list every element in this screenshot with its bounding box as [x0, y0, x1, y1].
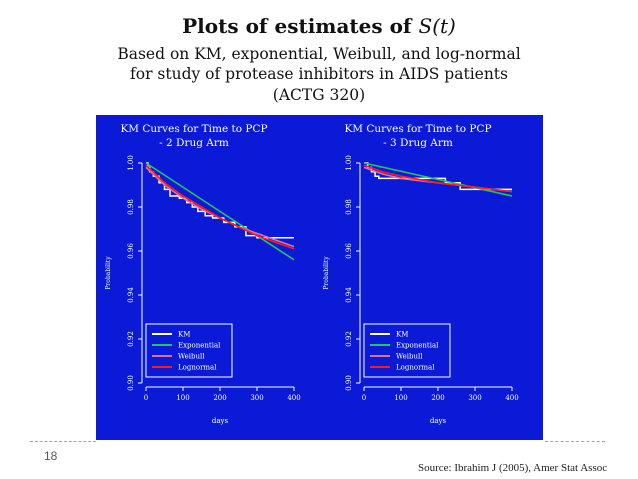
y-tick-label: 1.00 — [127, 155, 135, 171]
series-km — [146, 162, 294, 239]
x-axis-label: days — [212, 417, 229, 425]
x-tick-label: 300 — [250, 394, 263, 402]
series-exponential — [363, 162, 513, 197]
math-s-of-t: S(t) — [418, 14, 456, 38]
legend-box — [145, 323, 233, 378]
footer-divider-right — [545, 441, 605, 442]
x-tick-label: 0 — [144, 394, 148, 402]
page-number: 18 — [44, 449, 58, 463]
y-tick-label: 0.94 — [127, 287, 135, 303]
x-tick-label: 100 — [394, 394, 407, 402]
x-tick-label: 200 — [431, 394, 444, 402]
y-tick-label: 0.96 — [345, 243, 353, 259]
legend-label: Exponential — [396, 342, 439, 350]
chart-panel: KM Curves for Time to PCP - 2 Drug Arm 0.9… — [96, 115, 543, 440]
x-tick-label: 400 — [287, 394, 300, 402]
y-tick-label: 0.94 — [345, 287, 353, 303]
legend-box — [363, 323, 451, 378]
x-tick-label: 100 — [176, 394, 189, 402]
legend-label: KM — [178, 331, 190, 339]
chart-title-line: - 2 Drug Arm — [159, 137, 229, 149]
y-tick-label: 0.90 — [127, 375, 135, 391]
y-axis-label: Probability — [105, 256, 112, 290]
legend-label: KM — [396, 331, 408, 339]
chart-title-line: KM Curves for Time to PCP — [120, 123, 267, 135]
subtitle-line-2: for study of protease inhibitors in AIDS… — [130, 65, 508, 83]
x-tick-label: 200 — [213, 394, 226, 402]
legend-label: Exponential — [178, 342, 221, 350]
legend-label: Lognormal — [396, 364, 435, 372]
source-citation: Source: Ibrahim J (2005), Amer Stat Asso… — [418, 462, 608, 474]
subtitle-line-3: (ACTG 320) — [272, 86, 366, 104]
y-tick-label: 0.96 — [127, 243, 135, 259]
slide-title: Plots of estimates of S(t) — [182, 14, 456, 38]
y-tick-label: 1.00 — [345, 155, 353, 171]
x-axis-label: days — [430, 417, 447, 425]
series-exponential — [145, 162, 295, 261]
series-km — [364, 162, 512, 191]
x-tick-label: 300 — [468, 394, 481, 402]
chart-title-line: - 3 Drug Arm — [383, 137, 453, 149]
charts-svg: KM Curves for Time to PCP - 2 Drug Arm 0.9… — [105, 123, 519, 425]
chart-2: KM Curves for Time to PCP - 3 Drug Arm 0.9… — [323, 123, 519, 425]
legend-label: Lognormal — [178, 364, 217, 372]
legend-label: Weibull — [396, 353, 423, 361]
legend-label: Weibull — [178, 353, 205, 361]
y-tick-label: 0.92 — [345, 331, 353, 347]
y-axis-label: Probability — [323, 256, 330, 290]
series-lognormal — [145, 164, 295, 250]
y-tick-label: 0.98 — [127, 199, 135, 215]
chart-1: KM Curves for Time to PCP - 2 Drug Arm 0.9… — [105, 123, 301, 425]
footer-divider-left — [30, 441, 96, 442]
series-weibull — [145, 166, 295, 248]
x-tick-label: 400 — [505, 394, 518, 402]
y-tick-label: 0.90 — [345, 375, 353, 391]
y-tick-label: 0.92 — [127, 331, 135, 347]
subtitle-line-1: Based on KM, exponential, Weibull, and l… — [117, 45, 521, 63]
y-tick-label: 0.98 — [345, 199, 353, 215]
chart-title-line: KM Curves for Time to PCP — [344, 123, 491, 135]
x-tick-label: 0 — [362, 394, 366, 402]
series-lognormal — [363, 164, 513, 193]
